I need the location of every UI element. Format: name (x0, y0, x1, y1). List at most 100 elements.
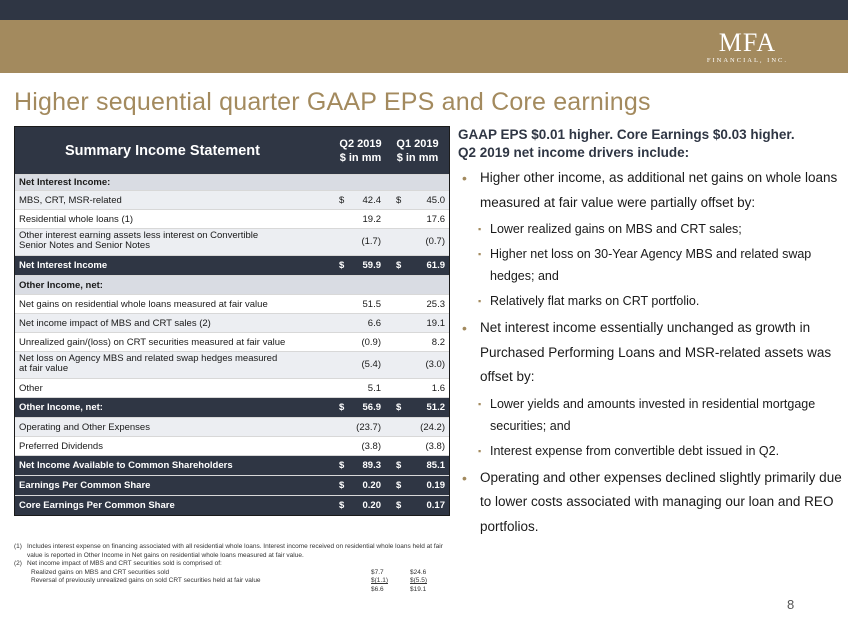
row-label: Earnings Per Common Share (19, 480, 151, 491)
table-row: Net Income Available to Common Sharehold… (15, 455, 449, 475)
q1-value: 0.19 (426, 480, 446, 491)
q1-value: (3.0) (425, 359, 445, 370)
q2-value: 56.9 (362, 402, 382, 413)
row-label: Net gains on residential whole loans mea… (19, 299, 268, 310)
footnote-2-row-label: Reversal of previously unrealized gains … (31, 577, 261, 584)
col-header-q2-2019: Q2 2019 $ in mm (339, 138, 382, 164)
table-title: Summary Income Statement (64, 143, 260, 159)
q1-value: 25.3 (426, 299, 446, 310)
q2-currency: $ (339, 402, 345, 413)
footnote-2-row-q2: $7.7 (371, 568, 384, 576)
footnote-2-row-q1: $24.6 (410, 568, 427, 576)
q2-value: 42.4 (362, 195, 382, 206)
row-label: Net Interest Income (19, 260, 108, 271)
table-row: Preferred Dividends (3.8) (3.8) (15, 436, 449, 455)
slide-title: Higher sequential quarter GAAP EPS and C… (14, 88, 651, 116)
table-row: Operating and Other Expenses (23.7) (24.2) (15, 417, 449, 436)
table-row: Other interest earning assets less inter… (15, 228, 449, 255)
q1-value: (0.7) (425, 236, 445, 247)
q2-currency: $ (339, 195, 345, 206)
q1-currency: $ (396, 480, 402, 491)
row-label: Core Earnings Per Common Share (19, 500, 175, 511)
q1-currency: $ (396, 500, 402, 511)
sub-bullet-lower-yields: Lower yields and amounts invested in res… (458, 393, 842, 437)
table-row: Net Interest Income $59.9 $61.9 (15, 255, 449, 275)
q2-value: 51.5 (362, 299, 382, 310)
q1-value: 45.0 (426, 195, 446, 206)
commentary-intro: GAAP EPS $0.01 higher. Core Earnings $0.… (458, 127, 795, 160)
footnotes: (1) Includes interest expense on financi… (14, 543, 454, 594)
q2-value: (5.4) (361, 359, 381, 370)
row-label: Other (19, 383, 43, 394)
table-row: MBS, CRT, MSR-related $42.4 $45.0 (15, 190, 449, 209)
q2-currency: $ (339, 260, 345, 271)
table-row: Net income impact of MBS and CRT sales (… (15, 313, 449, 332)
q2-value: 6.6 (367, 318, 381, 329)
row-label: Unrealized gain/(loss) on CRT securities… (19, 337, 286, 348)
q1-value: (3.8) (425, 441, 445, 452)
footnote-2-total-q1: $19.1 (410, 585, 427, 593)
page-number: 8 (787, 597, 795, 612)
table-row: Net Interest Income: (15, 174, 449, 190)
company-logo: MFA FINANCIAL, INC. (706, 28, 788, 65)
q1-currency: $ (396, 195, 402, 206)
bullet-operating-expenses: Operating and other expenses declined sl… (458, 466, 842, 540)
q2-value: 5.1 (367, 383, 381, 394)
row-label: Net income impact of MBS and CRT sales (… (19, 318, 211, 329)
table-header: Summary Income Statement Q2 2019 $ in mm… (15, 127, 449, 174)
q2-value: 89.3 (362, 460, 382, 471)
row-label: Residential whole loans (1) (19, 214, 134, 225)
q2-value: 19.2 (362, 214, 382, 225)
table-row: Unrealized gain/(loss) on CRT securities… (15, 332, 449, 351)
q1-currency: $ (396, 402, 402, 413)
footnote-2-row: Realized gains on MBS and CRT securities… (27, 569, 454, 578)
q1-value: 51.2 (426, 402, 446, 413)
q2-currency: $ (339, 480, 345, 491)
q1-value: 1.6 (431, 383, 445, 394)
q2-value: 0.20 (362, 480, 382, 491)
sub-bullet-crt-marks: Relatively flat marks on CRT portfolio. (458, 290, 842, 312)
q1-value: 8.2 (431, 337, 445, 348)
q1-currency: $ (396, 460, 402, 471)
row-label: Other Income, net: (19, 280, 103, 291)
q1-value: 61.9 (426, 260, 446, 271)
table-row: Other Income, net: (15, 275, 449, 294)
income-statement-table: Summary Income Statement Q2 2019 $ in mm… (14, 126, 450, 516)
logo-wordmark: MFA (718, 28, 777, 57)
q2-value: (0.9) (361, 337, 381, 348)
table-row: Earnings Per Common Share $0.20 $0.19 (15, 475, 449, 495)
sub-bullet-realized-gains: Lower realized gains on MBS and CRT sale… (458, 218, 842, 240)
footnote-2-total-q2: $6.6 (371, 585, 384, 593)
footnote-2: Net income impact of MBS and CRT securit… (27, 560, 222, 567)
row-label: Preferred Dividends (19, 441, 103, 452)
top-bar (0, 0, 848, 20)
table-row: Core Earnings Per Common Share $0.20 $0.17 (15, 495, 449, 515)
q2-value: 59.9 (362, 260, 382, 271)
q1-currency: $ (396, 260, 402, 271)
bullet-net-interest-income: Net interest income essentially unchange… (458, 316, 842, 390)
q2-currency: $ (339, 460, 345, 471)
table-row: Other 5.1 1.6 (15, 378, 449, 397)
q2-value: 0.20 (362, 500, 382, 511)
row-label: Net Income Available to Common Sharehold… (19, 460, 233, 471)
row-label: Other interest earning assets less inter… (19, 230, 259, 251)
q2-value: (1.7) (361, 236, 381, 247)
footnote-2-row: Reversal of previously unrealized gains … (27, 577, 454, 586)
q1-value: 19.1 (426, 318, 446, 329)
row-label: Other Income, net: (19, 402, 103, 413)
logo-subtitle: FINANCIAL, INC. (706, 57, 788, 64)
row-label: Net Interest Income: (19, 177, 111, 188)
col-header-q1-2019: Q1 2019 $ in mm (396, 138, 439, 164)
footnote-2-total-row: $6.6 $19.1 (27, 586, 454, 595)
footnote-1-number: (1) (14, 543, 22, 550)
footnote-2-row-q1: $(5.5) (410, 577, 427, 584)
table-body: Net Interest Income: MBS, CRT, MSR-relate… (15, 174, 449, 515)
footnote-1: Includes interest expense on financing a… (27, 543, 443, 559)
sub-bullet-convertible-debt: Interest expense from convertible debt i… (458, 440, 842, 462)
sub-bullet-agency-mbs: Higher net loss on 30-Year Agency MBS an… (458, 243, 842, 287)
q2-currency: $ (339, 500, 345, 511)
row-label: Net loss on Agency MBS and related swap … (19, 353, 278, 374)
table-row: Residential whole loans (1) 19.2 17.6 (15, 209, 449, 228)
row-label: Operating and Other Expenses (19, 422, 150, 433)
q1-value: (24.2) (420, 422, 445, 433)
